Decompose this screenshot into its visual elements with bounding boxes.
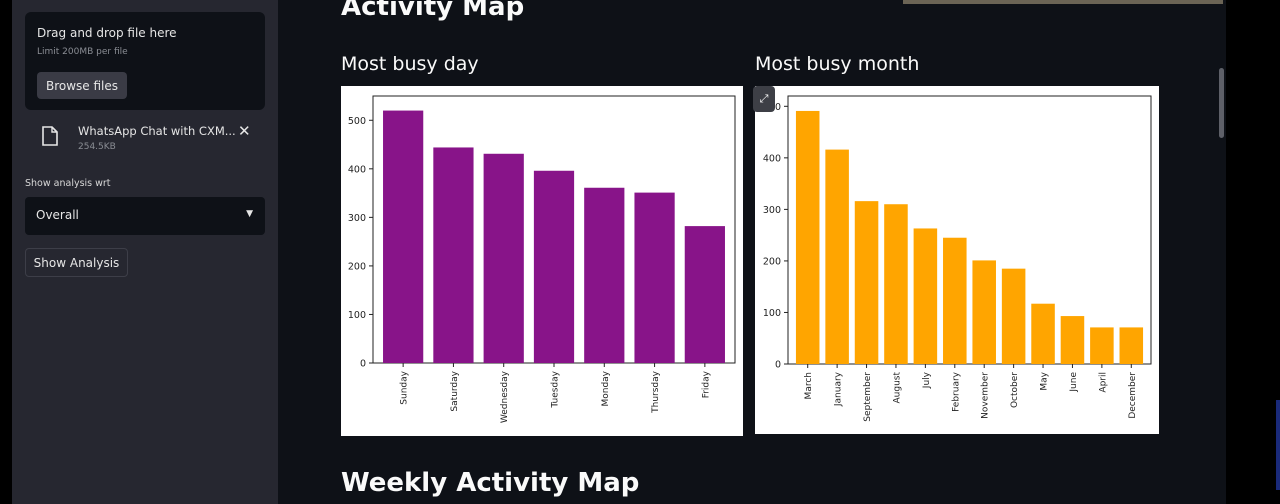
y-tick-label: 0: [360, 359, 366, 370]
y-tick-label: 200: [348, 261, 366, 272]
video-thumbnail-strip: [903, 0, 1223, 4]
x-tick-label: October: [1010, 372, 1020, 408]
fullscreen-icon[interactable]: ⤢: [753, 86, 775, 112]
day-chart-subtitle: Most busy day: [341, 53, 479, 75]
dropzone-title: Drag and drop file here: [37, 26, 177, 40]
x-tick-label: Thursday: [651, 370, 661, 414]
x-tick-label: April: [1098, 372, 1108, 393]
bar: [533, 170, 575, 363]
x-tick-label: June: [1069, 372, 1079, 393]
y-tick-label: 100: [763, 308, 781, 319]
bar: [483, 153, 524, 363]
screen-edge: [1226, 0, 1280, 504]
x-tick-label: Tuesday: [551, 370, 561, 408]
x-tick-label: March: [804, 372, 814, 399]
x-tick-label: December: [1128, 372, 1138, 419]
month-chart-subtitle: Most busy month: [755, 53, 920, 75]
bar: [433, 147, 474, 363]
busy-day-chart: 0 100 200 300 400 500 Sunday Saturday Wednesday T…: [348, 95, 736, 423]
uploaded-file-row: WhatsApp Chat with CXM... 254.5KB ✕: [42, 122, 264, 162]
page-title: Activity Map: [341, 0, 525, 22]
uploaded-file-size: 254.5KB: [78, 142, 116, 152]
bar: [913, 228, 938, 364]
bar: [972, 260, 996, 364]
bar: [1090, 327, 1114, 364]
bar: [1060, 316, 1085, 364]
y-tick-label: 100: [348, 310, 366, 321]
x-tick-label: Wednesday: [500, 370, 510, 423]
x-tick-label: September: [863, 372, 873, 422]
y-tick-label: 200: [763, 256, 781, 267]
show-analysis-button[interactable]: Show Analysis: [25, 248, 128, 277]
uploaded-file-name: WhatsApp Chat with CXM...: [78, 124, 236, 138]
bar: [943, 237, 967, 364]
remove-file-icon[interactable]: ✕: [238, 122, 251, 140]
weekly-activity-title: Weekly Activity Map: [341, 468, 640, 498]
y-tick-label: 0: [775, 360, 781, 371]
x-tick-label: February: [951, 371, 961, 412]
bar: [1001, 268, 1026, 364]
x-tick-label: January: [834, 371, 844, 407]
y-tick-label: 300: [348, 213, 366, 224]
analysis-select-value: Overall: [36, 208, 79, 222]
file-icon: [42, 126, 58, 146]
y-tick-label: 300: [763, 205, 781, 216]
sidebar: Drag and drop file here Limit 200MB per …: [12, 0, 278, 504]
bar: [795, 110, 820, 364]
y-tick-label: 500: [348, 116, 366, 127]
edge-marker: [1276, 400, 1280, 490]
day-chart-container: 0 100 200 300 400 500 Sunday Saturday Wednesday T…: [341, 86, 743, 436]
dropzone-limit: Limit 200MB per file: [37, 47, 128, 57]
x-tick-label: November: [981, 372, 991, 419]
analysis-select-label: Show analysis wrt: [25, 178, 111, 189]
x-tick-label: Friday: [701, 370, 711, 398]
y-tick-label: 400: [348, 164, 366, 175]
browse-files-button[interactable]: Browse files: [37, 72, 127, 99]
bar: [884, 204, 908, 364]
month-chart-container: 0100200300400500MarchJanuarySeptemberAug…: [755, 86, 1159, 434]
chevron-down-icon: ▼: [246, 209, 253, 219]
busy-month-chart: 0100200300400500MarchJanuarySeptemberAug…: [763, 95, 1152, 422]
bar: [684, 226, 725, 363]
y-tick-label: 400: [763, 153, 781, 164]
bar: [634, 192, 675, 363]
bar: [1119, 327, 1144, 364]
file-uploader-dropzone[interactable]: Drag and drop file here Limit 200MB per …: [25, 12, 265, 110]
x-tick-label: Saturday: [450, 370, 460, 411]
analysis-select[interactable]: Overall ▼: [25, 197, 265, 235]
x-tick-label: July: [922, 371, 932, 389]
bar: [1031, 303, 1055, 364]
x-tick-label: Sunday: [400, 370, 410, 404]
main-scrollbar[interactable]: [1219, 68, 1224, 138]
bar: [584, 187, 625, 363]
plot-frame: [787, 95, 1152, 365]
x-tick-label: Monday: [601, 370, 611, 406]
bar: [825, 149, 849, 364]
bar: [383, 110, 424, 364]
x-tick-label: May: [1040, 371, 1050, 390]
x-tick-label: August: [892, 372, 902, 404]
bar: [854, 201, 879, 364]
